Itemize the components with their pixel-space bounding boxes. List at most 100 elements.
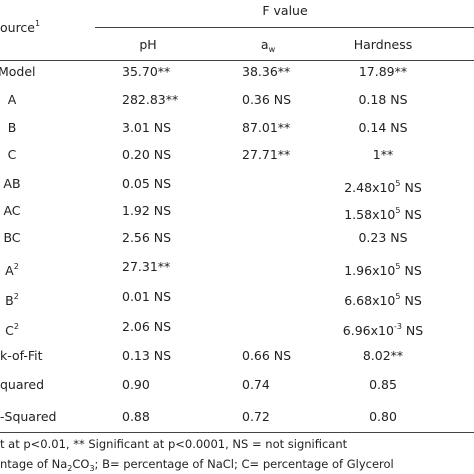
cell: 0.14 NS: [358, 120, 407, 136]
cell: 1**: [373, 147, 393, 163]
row-label: Model: [0, 64, 36, 80]
row-label-part: 2: [13, 292, 19, 301]
cell-part: 2.06 NS: [122, 319, 172, 334]
row-label: A2: [5, 259, 19, 279]
cell-part: 6.68x10: [344, 293, 396, 308]
cell-part: 0.18 NS: [358, 92, 408, 107]
cell-part: 6.96x10: [342, 323, 394, 338]
cell-part: 0.20 NS: [122, 147, 172, 162]
cell-part: 5: [395, 179, 401, 188]
cell-part: 0.01 NS: [122, 289, 172, 304]
cell-part: 1.96x10: [344, 263, 396, 278]
cell-part: NS: [405, 323, 424, 338]
column-header-part: pH: [139, 37, 157, 52]
cell: 2.48x105 NS: [344, 176, 422, 196]
row-label-part: AB: [3, 176, 21, 191]
footnote-part: t at p<0.01, ** Significant at p<0.0001,…: [0, 437, 348, 451]
row-label-part: BC: [3, 230, 21, 245]
row-label-part: quared: [0, 377, 45, 392]
column-header-part: Hardness: [353, 37, 413, 52]
column-header: pH: [139, 37, 156, 53]
header-source-part: ource: [0, 20, 35, 35]
row-label: -Squared: [0, 409, 56, 425]
row-label-part: C: [7, 147, 17, 162]
cell: 87.01**: [242, 120, 290, 136]
header-source-part: 1: [35, 19, 41, 28]
footnote-part: ; B= percentage of NaCl; C= percentage o…: [94, 457, 394, 471]
cell: 3.01 NS: [122, 120, 171, 136]
cell: 27.31**: [122, 259, 170, 275]
row-label: k-of-Fit: [0, 348, 43, 364]
column-header-part: a: [260, 37, 269, 52]
column-header: aw: [261, 37, 275, 58]
cell: 0.05 NS: [122, 176, 171, 192]
cell-part: NS: [404, 180, 422, 195]
footnote-part: CO: [72, 457, 90, 471]
cell-part: 0.72: [242, 409, 270, 424]
row-label-part: A: [5, 263, 14, 278]
cell-part: NS: [404, 293, 422, 308]
cell-part: 2.56 NS: [122, 230, 172, 245]
cell: 8.02**: [363, 348, 403, 364]
group-rule: [95, 27, 474, 28]
cell: 0.18 NS: [358, 92, 407, 108]
column-header: Hardness: [354, 37, 413, 53]
cell: 1.58x105 NS: [344, 203, 422, 223]
row-label-part: B: [5, 293, 14, 308]
cell-part: 27.71**: [242, 147, 291, 162]
column-header-part: w: [268, 45, 276, 54]
footnote-part: 3: [89, 464, 95, 473]
row-label-part: AC: [3, 203, 21, 218]
row-label: quared: [0, 377, 44, 393]
cell-part: 0.66 NS: [242, 348, 292, 363]
cell: 0.20 NS: [122, 147, 171, 163]
footnote: t at p<0.01, ** Significant at p<0.0001,…: [0, 436, 347, 452]
row-label: C2: [5, 319, 19, 339]
cell: 35.70**: [122, 64, 170, 80]
cell-part: 0.80: [369, 409, 397, 424]
cell-part: 2.48x10: [344, 180, 396, 195]
header-source: ource1: [0, 16, 40, 36]
cell-part: 5: [395, 206, 401, 215]
bottom-rule: [0, 432, 474, 433]
cell: 0.80: [369, 409, 397, 425]
cell-part: 5: [395, 262, 401, 271]
cell-part: 0.36 NS: [242, 92, 292, 107]
cell: 1.92 NS: [122, 203, 171, 219]
row-label-part: Model: [0, 64, 36, 79]
cell-part: 3.01 NS: [122, 120, 172, 135]
cell-part: 35.70**: [122, 64, 171, 79]
cell-part: 0.05 NS: [122, 176, 172, 191]
cell-part: 282.83**: [122, 92, 179, 107]
footnote-part: ntage of Na: [0, 457, 68, 471]
cell-part: 1.92 NS: [122, 203, 172, 218]
cell-part: 0.23 NS: [358, 230, 408, 245]
cell: 2.56 NS: [122, 230, 171, 246]
cell-part: 0.13 NS: [122, 348, 172, 363]
row-label: B: [8, 120, 17, 136]
cell: 0.90: [122, 377, 150, 393]
cell-part: 0.74: [242, 377, 270, 392]
row-label-part: k-of-Fit: [0, 348, 43, 363]
cell: 0.72: [242, 409, 270, 425]
cell: 0.23 NS: [358, 230, 407, 246]
cell: 0.13 NS: [122, 348, 171, 364]
cell: 6.68x105 NS: [344, 289, 422, 309]
cell: 0.88: [122, 409, 150, 425]
footnote-part: 2: [67, 464, 73, 473]
row-label-part: 2: [13, 262, 19, 271]
cell-part: 0.90: [122, 377, 150, 392]
cell: 0.85: [369, 377, 397, 393]
footnote: ntage of Na2CO3; B= percentage of NaCl; …: [0, 456, 394, 474]
cell-part: 1**: [372, 147, 394, 162]
cell-part: 87.01**: [242, 120, 291, 135]
cell-part: NS: [404, 263, 422, 278]
cell: 17.89**: [359, 64, 407, 80]
cell: 0.74: [242, 377, 270, 393]
header-group: F value: [262, 3, 308, 18]
cell-part: NS: [404, 207, 422, 222]
row-label-part: -Squared: [0, 409, 57, 424]
cell-part: 0.88: [122, 409, 150, 424]
cell-part: 27.31**: [122, 259, 171, 274]
